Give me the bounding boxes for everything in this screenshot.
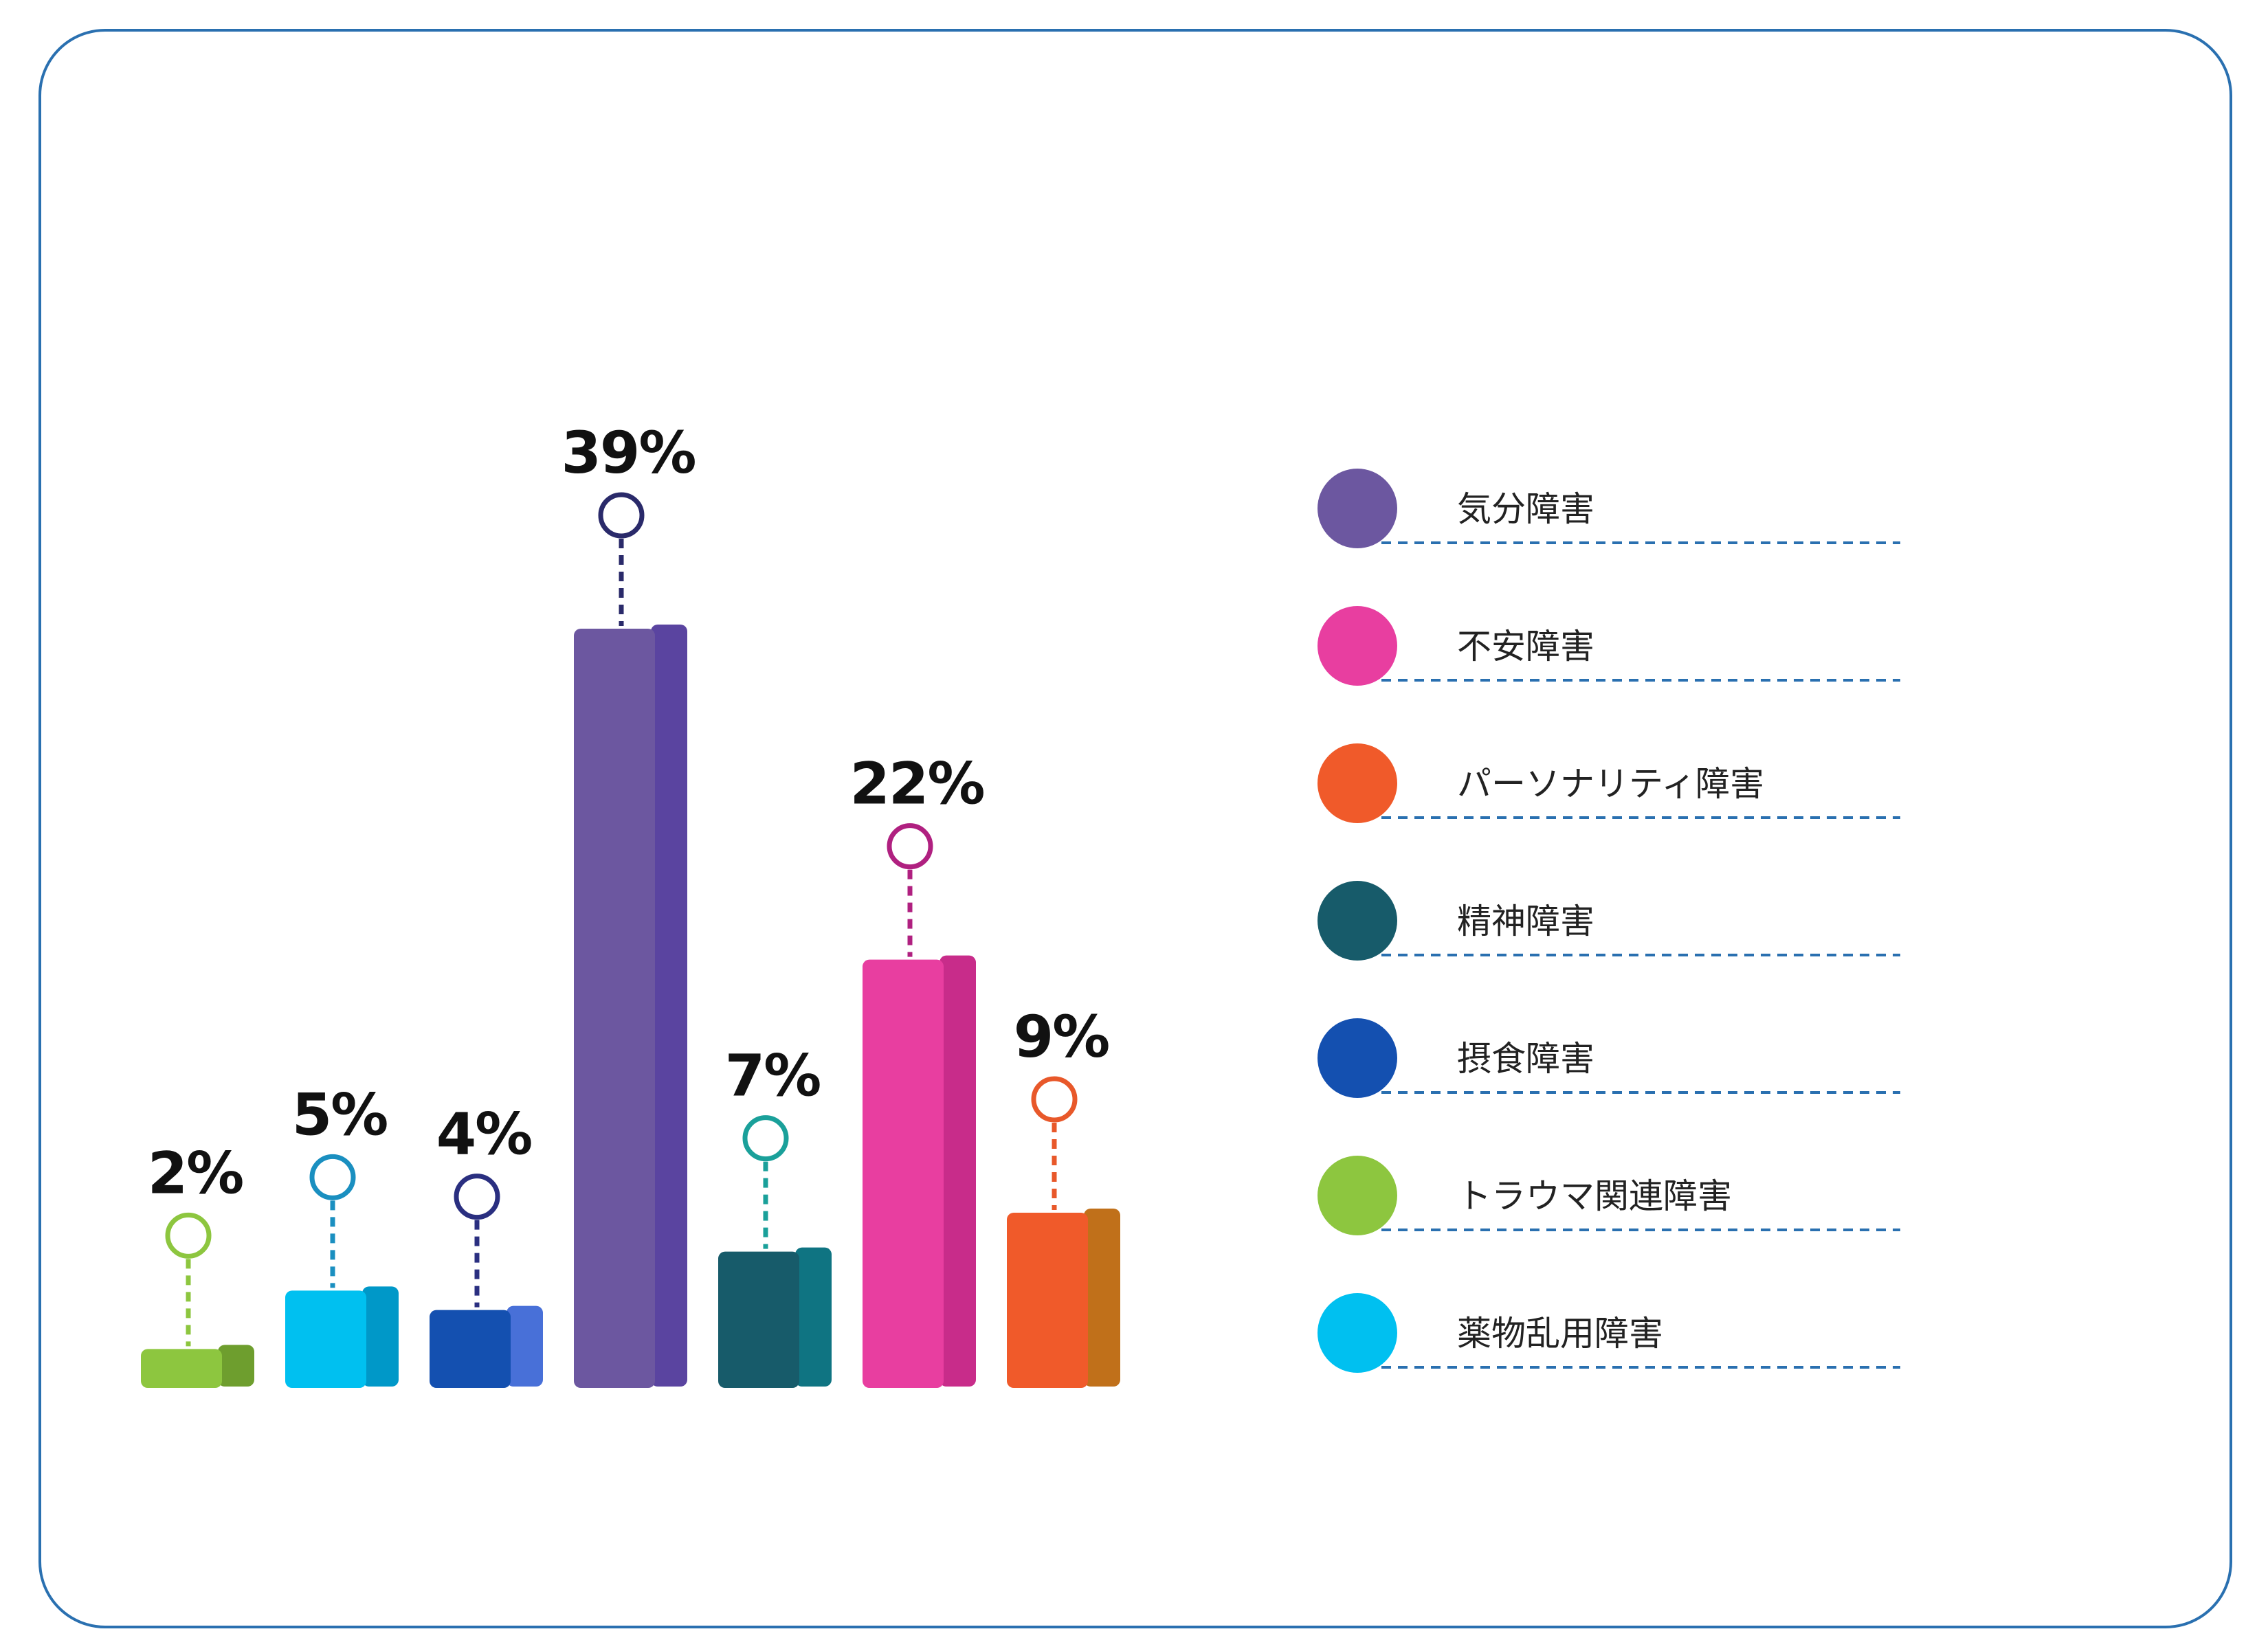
legend-swatch	[1318, 1293, 1397, 1373]
legend-swatch	[1318, 881, 1397, 961]
legend-label: 薬物乱用障害	[1457, 1314, 1663, 1354]
bar-1-marker	[165, 1212, 212, 1259]
bar-4-side	[651, 625, 687, 1387]
bar-1: 2%	[141, 1139, 254, 1388]
bar-2: 5%	[285, 1081, 399, 1388]
legend-item-6: トラウマ関連障害	[1318, 1156, 1900, 1235]
bar-6-marker	[887, 823, 933, 870]
bar-4-marker	[598, 492, 645, 539]
legend-item-3: パーソナリティ障害	[1318, 743, 1900, 823]
bar-5-front	[718, 1251, 799, 1388]
legend-label: トラウマ関連障害	[1457, 1176, 1732, 1216]
bar-6-side	[940, 955, 976, 1387]
bar-1-side	[218, 1345, 254, 1387]
bar-7-value-label: 9%	[1014, 1003, 1109, 1070]
bar-3: 4%	[430, 1101, 543, 1388]
bar-6-front	[863, 959, 944, 1388]
bar-2-front	[285, 1290, 366, 1388]
legend-label: 摂食障害	[1457, 1039, 1594, 1079]
bar-7: 9%	[1007, 1003, 1120, 1388]
bar-7-marker	[1031, 1076, 1078, 1123]
bar-6: 22%	[849, 750, 986, 1388]
legend-item-7: 薬物乱用障害	[1318, 1293, 1900, 1373]
legend-swatch	[1318, 743, 1397, 823]
bar-7-front	[1007, 1213, 1088, 1388]
bar-3-side	[507, 1305, 543, 1387]
chart-frame	[38, 29, 2232, 1628]
bar-3-value-label: 4%	[436, 1101, 532, 1168]
bar-6-value-label: 22%	[849, 750, 983, 818]
bar-2-marker	[309, 1154, 356, 1200]
legend-swatch	[1318, 469, 1397, 548]
legend-swatch	[1318, 1156, 1397, 1235]
bar-4-value-label: 39%	[561, 419, 695, 486]
bars-group: 2% 5% 4% 39% 7% 22% 9%	[141, 419, 1120, 1388]
legend-label: パーソナリティ障害	[1457, 764, 1764, 804]
legend-swatch	[1318, 606, 1397, 686]
legend-swatch	[1318, 1018, 1397, 1098]
legend-item-2: 不安障害	[1318, 606, 1900, 686]
bar-1-front	[141, 1349, 222, 1388]
legend-label: 気分障害	[1457, 489, 1594, 529]
bar-3-front	[430, 1310, 511, 1388]
bar-4: 39%	[561, 419, 697, 1388]
bar-5-side	[795, 1247, 832, 1387]
legend-item-4: 精神障害	[1318, 881, 1900, 961]
bar-5: 7%	[718, 1042, 832, 1388]
bar-1-value-label: 2%	[148, 1139, 243, 1207]
bar-7-side	[1084, 1209, 1120, 1387]
bar-4-front	[574, 629, 655, 1388]
bar-5-value-label: 7%	[725, 1042, 821, 1110]
bar-2-side	[362, 1286, 399, 1387]
legend-label: 不安障害	[1457, 627, 1594, 666]
bar-5-marker	[742, 1115, 789, 1162]
bar-3-marker	[454, 1174, 500, 1220]
legend-item-5: 摂食障害	[1318, 1018, 1900, 1098]
bar-2-value-label: 5%	[292, 1081, 388, 1148]
legend-item-1: 気分障害	[1318, 469, 1900, 548]
legend-label: 精神障害	[1457, 901, 1594, 941]
